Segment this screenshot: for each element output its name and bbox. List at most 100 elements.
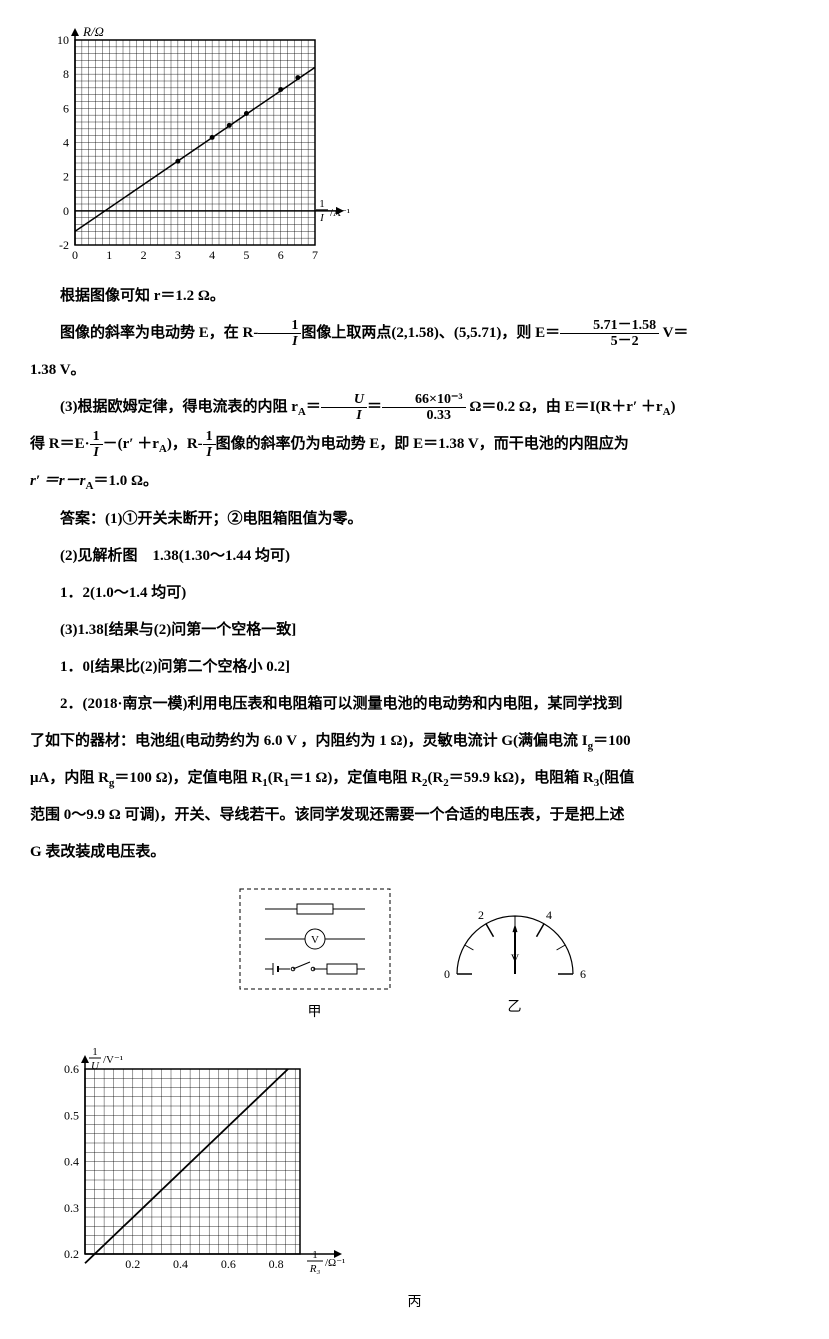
txt: 了如下的器材：电池组(电动势约为 6.0 V ，内阻约为 1 Ω)，灵敏电流计 … [30,733,588,749]
svg-text:/V⁻¹: /V⁻¹ [103,1054,123,1066]
sub: A [663,406,671,418]
num: U [321,392,367,408]
svg-text:4: 4 [63,136,69,150]
den: 5－2 [560,334,659,349]
frac: 5.71－1.585－2 [560,318,659,350]
question-2c: μA，内阻 Rg＝100 Ω)，定值电阻 R1(R1＝1 Ω)，定值电阻 R2(… [30,762,799,795]
answer-2: (2)见解析图 1.38(1.30～1.44 均可) [30,540,799,573]
gauge-yi-svg: 0246V [435,889,595,989]
txt: ＝100 Ω)，定值电阻 R [114,770,262,786]
svg-text:R₃: R₃ [309,1263,321,1275]
svg-text:0: 0 [63,204,69,218]
den: 0.33 [382,408,466,423]
para-r: 根据图像可知 r＝1.2 Ω。 [30,280,799,313]
svg-text:5: 5 [243,248,249,262]
svg-text:6: 6 [278,248,284,262]
sub: A [159,443,167,455]
svg-text:4: 4 [546,908,552,922]
svg-text:4: 4 [209,248,215,262]
num: 1 [258,318,301,334]
svg-text:8: 8 [63,67,69,81]
svg-text:0.3: 0.3 [64,1200,79,1214]
figure-jia: V 甲 [235,884,395,1029]
answer-3: 1．2(1.0～1.4 均可) [30,577,799,610]
svg-text:2: 2 [63,170,69,184]
answer-1: 答案：(1)①开关未断开；②电阻箱阻值为零。 [30,503,799,536]
chart-1: -2024681001234567R/Ω1I/A⁻¹ [30,20,799,270]
num: 66×10⁻³ [382,392,466,408]
svg-text:0.5: 0.5 [64,1108,79,1122]
txt: ＝1.0 Ω。 [93,473,158,489]
svg-text:0: 0 [72,248,78,262]
chart-2: 0.20.30.40.50.60.20.40.60.81U/V⁻¹1R₃/Ω⁻¹… [30,1044,799,1319]
txt: －(r′ ＋r [103,436,159,452]
chart-2-svg: 0.20.30.40.50.60.20.40.60.81U/V⁻¹1R₃/Ω⁻¹ [30,1044,350,1284]
den: I [258,334,301,349]
svg-text:1: 1 [319,198,325,210]
svg-text:2: 2 [141,248,147,262]
answer-5: 1．0[结果比(2)问第二个空格小 0.2] [30,651,799,684]
txt: (3)根据欧姆定律，得电流表的内阻 r [60,399,298,415]
txt: 图像上取两点(2,1.58)、(5,5.71)，则 E＝ [301,325,560,341]
den: I [203,445,216,460]
para-4: 得 R＝E·1I－(r′ ＋rA)，R-1I图像的斜率仍为电动势 E，即 E＝1… [30,428,799,461]
fig-label-yi: 乙 [508,993,522,1024]
fig-label-jia: 甲 [308,998,322,1029]
svg-text:3: 3 [175,248,181,262]
den: I [321,408,367,423]
svg-text:0: 0 [444,967,450,981]
para-3: (3)根据欧姆定律，得电流表的内阻 rA＝UI＝66×10⁻³0.33 Ω＝0.… [30,391,799,424]
txt: Ω＝0.2 Ω，由 E＝I(R＋r′ ＋r [466,399,663,415]
question-2b: 了如下的器材：电池组(电动势约为 6.0 V ，内阻约为 1 Ω)，灵敏电流计 … [30,725,799,758]
txt: ＝100 [593,733,631,749]
txt: ＝ [306,399,321,415]
answer-4: (3)1.38[结果与(2)问第一个空格一致] [30,614,799,647]
sub: A [298,406,306,418]
txt: ＝59.9 kΩ)，电阻箱 R [449,770,594,786]
figure-yi: 0246V 乙 [435,889,595,1024]
svg-text:1: 1 [106,248,112,262]
frac: 66×10⁻³0.33 [382,392,466,424]
txt: ＝ [367,399,382,415]
frac: 1I [203,429,216,461]
frac: UI [321,392,367,424]
fig-label-bing: 丙 [30,1288,799,1319]
txt: (R [268,770,284,786]
svg-text:1: 1 [312,1249,318,1261]
para-slope: 图像的斜率为电动势 E，在 R-1I图像上取两点(2,1.58)、(5,5.71… [30,317,799,350]
para-5: r′ ＝r－rA＝1.0 Ω。 [30,465,799,498]
svg-text:V: V [510,951,519,965]
frac: 1I [90,429,103,461]
svg-text:6: 6 [63,101,69,115]
chart-1-svg: -2024681001234567R/Ω1I/A⁻¹ [30,20,350,270]
num: 1 [90,429,103,445]
den: I [90,445,103,460]
txt: 2．(2018·南京一模)利用电压表和电阻箱可以测量电池的电动势和内电阻，某同学… [60,696,623,712]
num: 5.71－1.58 [560,318,659,334]
txt: μA，内阻 R [30,770,109,786]
svg-text:/A⁻¹: /A⁻¹ [330,207,350,219]
circuit-jia-svg: V [235,884,395,994]
svg-text:/Ω⁻¹: /Ω⁻¹ [325,1257,345,1269]
svg-text:I: I [319,212,325,224]
txt: ＝1 Ω)，定值电阻 R [289,770,422,786]
txt: ) [671,399,676,415]
txt: (阻值 [599,770,634,786]
svg-text:0.2: 0.2 [64,1247,79,1261]
svg-text:V: V [311,934,319,946]
svg-text:0.6: 0.6 [221,1257,236,1271]
txt: V＝ [659,325,688,341]
svg-text:10: 10 [57,33,69,47]
svg-text:0.6: 0.6 [64,1062,79,1076]
svg-text:1: 1 [92,1046,98,1058]
question-2: 2．(2018·南京一模)利用电压表和电阻箱可以测量电池的电动势和内电阻，某同学… [30,688,799,721]
figure-row-1: V 甲 0246V 乙 [30,884,799,1029]
txt: 图像的斜率仍为电动势 E，即 E＝1.38 V，而干电池的内阻应为 [216,436,629,452]
svg-text:0.4: 0.4 [173,1257,188,1271]
frac: 1I [258,318,301,350]
txt: 图像的斜率为电动势 E，在 R- [60,325,258,341]
svg-text:R/Ω: R/Ω [82,24,104,39]
txt: 得 R＝E· [30,436,90,452]
para-e: 1.38 V。 [30,354,799,387]
svg-text:0.8: 0.8 [269,1257,284,1271]
